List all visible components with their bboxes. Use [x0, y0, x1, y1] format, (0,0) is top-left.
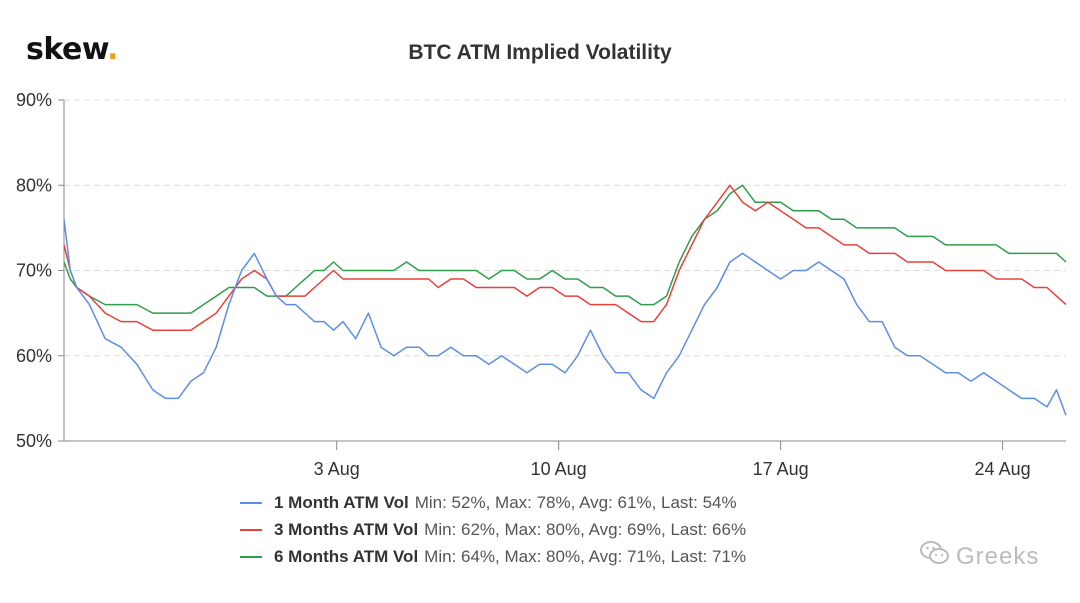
legend-item[interactable]: 1 Month ATM Vol Min: 52%, Max: 78%, Avg: … [240, 489, 746, 516]
x-tick-label: 17 Aug [753, 459, 809, 479]
logo-dot: . [107, 32, 119, 67]
legend-series-stats: Min: 52%, Max: 78%, Avg: 61%, Last: 54% [414, 492, 737, 512]
y-axis-labels: 50% 60% 70% 80% 90% [16, 90, 52, 451]
legend-series-name: 1 Month ATM Vol [274, 492, 409, 512]
legend-item[interactable]: 3 Months ATM Vol Min: 62%, Max: 80%, Avg:… [240, 516, 746, 543]
legend-item[interactable]: 6 Months ATM Vol Min: 64%, Max: 80%, Avg:… [240, 543, 746, 570]
watermark: Greeks [920, 540, 1039, 573]
axes [58, 99, 1066, 450]
legend-series-name: 3 Months ATM Vol [274, 519, 419, 539]
watermark-text: Greeks [956, 542, 1040, 570]
series-line-1-month-atm-vol [63, 219, 1067, 416]
legend-series-stats: Min: 62%, Max: 80%, Avg: 69%, Last: 66% [424, 519, 747, 539]
x-tick-label: 3 Aug [314, 459, 360, 479]
logo-text: skew [26, 32, 108, 67]
legend: 1 Month ATM Vol Min: 52%, Max: 78%, Avg: … [240, 489, 746, 570]
legend-swatch [240, 528, 262, 531]
chart-title: BTC ATM Implied Volatility [408, 41, 672, 64]
x-tick-label: 24 Aug [975, 459, 1031, 479]
series-line-3-months-atm-vol [63, 184, 1067, 331]
y-tick-label: 50% [16, 431, 52, 451]
y-tick-label: 60% [16, 346, 52, 366]
skew-logo: skew. [26, 32, 119, 67]
legend-swatch [240, 501, 262, 504]
y-tick-label: 80% [16, 175, 52, 195]
wechat-icon [920, 540, 950, 573]
legend-series-stats: Min: 64%, Max: 80%, Avg: 71%, Last: 71% [424, 546, 747, 566]
series-lines [63, 184, 1067, 416]
series-line-6-months-atm-vol [63, 184, 1067, 314]
y-tick-label: 70% [16, 261, 52, 281]
x-axis-labels: 3 Aug 10 Aug 17 Aug 24 Aug [314, 459, 1031, 479]
grid-lines [64, 99, 1066, 357]
legend-series-name: 6 Months ATM Vol [274, 546, 419, 566]
x-tick-label: 10 Aug [531, 459, 587, 479]
y-tick-label: 90% [16, 90, 52, 110]
legend-swatch [240, 555, 262, 558]
